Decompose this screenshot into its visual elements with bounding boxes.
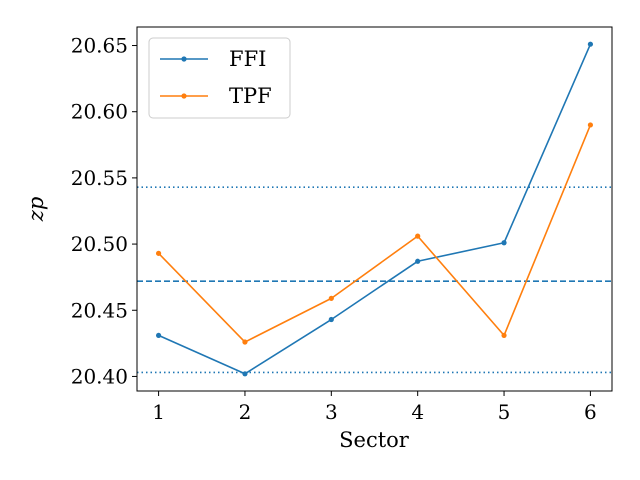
- series-line-ffi: [158, 43, 592, 375]
- series-ffi: [155, 41, 594, 377]
- data-point-tpf-2: [242, 339, 248, 345]
- series-line-tpf: [158, 124, 592, 343]
- y-tick-label: 20.40: [71, 364, 128, 388]
- legend: FFI TPF: [148, 37, 291, 119]
- x-tick-label: 2: [239, 400, 252, 424]
- data-point-ffi-4: [415, 258, 421, 264]
- plot-frame: [136, 26, 613, 392]
- y-tick-label: 20.60: [71, 100, 128, 124]
- y-tick-label: 20.55: [71, 166, 128, 190]
- legend-item-ffi: FFI: [160, 47, 266, 71]
- data-point-tpf-6: [587, 122, 594, 128]
- data-point-tpf-4: [415, 233, 421, 239]
- y-axis-label: zp: [24, 197, 48, 223]
- data-point-ffi-6: [587, 41, 594, 47]
- y-tick-label: 20.50: [71, 232, 128, 256]
- legend-item-tpf: TPF: [160, 84, 272, 108]
- x-axis: 1 2 3 4 5 6: [152, 391, 597, 424]
- x-tick-label: 6: [584, 400, 597, 424]
- y-axis: 20.40 20.45 20.50 20.55 20.60 20.65: [71, 34, 137, 388]
- legend-marker: [181, 93, 187, 99]
- x-tick-label: 5: [498, 400, 511, 424]
- y-tick-label: 20.45: [71, 298, 128, 322]
- x-tick-label: 4: [411, 400, 424, 424]
- reference-lines: [137, 186, 612, 374]
- data-point-ffi-2: [242, 371, 248, 377]
- data-point-ffi-1: [155, 332, 162, 339]
- data-point-tpf-5: [501, 332, 507, 339]
- x-tick-label: 1: [152, 400, 165, 424]
- legend-label: TPF: [229, 84, 272, 108]
- data-point-ffi-3: [328, 316, 334, 323]
- legend-marker: [181, 56, 187, 62]
- y-tick-label: 20.65: [71, 34, 128, 58]
- data-point-tpf-3: [328, 295, 334, 301]
- legend-label: FFI: [229, 47, 266, 71]
- data-point-tpf-1: [155, 250, 162, 256]
- data-point-ffi-5: [501, 240, 507, 246]
- x-tick-label: 3: [325, 400, 338, 424]
- series-layer: [155, 41, 594, 377]
- series-tpf: [155, 122, 594, 345]
- x-axis-label: Sector: [339, 428, 410, 452]
